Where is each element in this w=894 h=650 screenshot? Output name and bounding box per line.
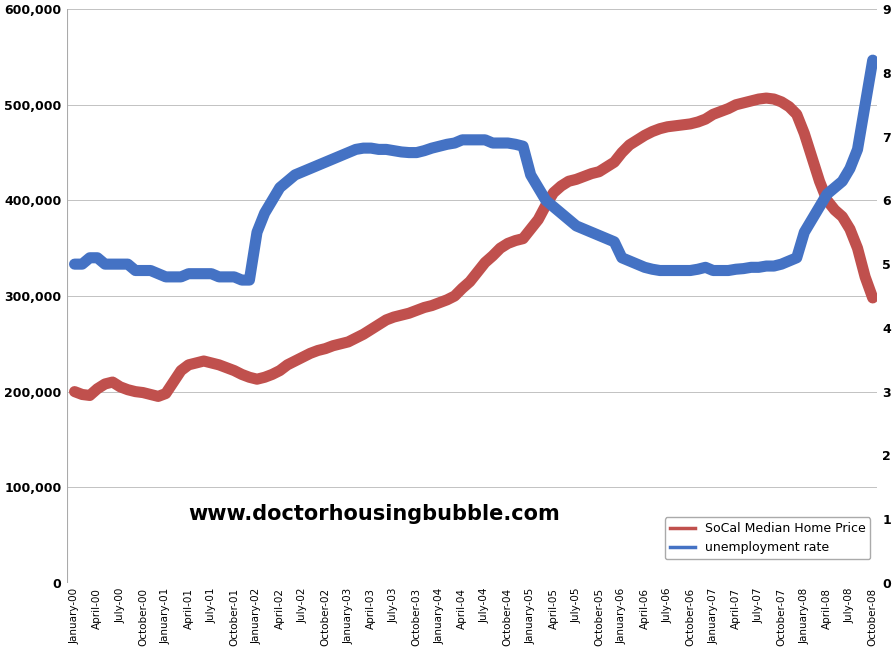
unemployment rate	[92, 254, 103, 262]
Legend: SoCal Median Home Price, unemployment rate: SoCal Median Home Price, unemployment ra…	[663, 517, 869, 560]
unemployment rate	[768, 262, 779, 270]
SoCal Median Home Price	[92, 385, 103, 393]
unemployment rate	[623, 257, 634, 265]
Text: www.doctorhousingbubble.com: www.doctorhousingbubble.com	[189, 504, 560, 524]
SoCal Median Home Price	[866, 294, 877, 302]
SoCal Median Home Price	[540, 202, 551, 209]
SoCal Median Home Price	[153, 393, 164, 400]
unemployment rate	[866, 57, 877, 64]
SoCal Median Home Price	[69, 387, 80, 395]
unemployment rate	[69, 260, 80, 268]
unemployment rate	[540, 196, 551, 204]
SoCal Median Home Price	[623, 141, 634, 149]
unemployment rate	[547, 203, 558, 211]
Line: unemployment rate: unemployment rate	[74, 60, 872, 280]
Line: SoCal Median Home Price: SoCal Median Home Price	[74, 98, 872, 396]
SoCal Median Home Price	[547, 189, 558, 197]
SoCal Median Home Price	[760, 94, 771, 102]
unemployment rate	[236, 276, 247, 284]
unemployment rate	[593, 231, 603, 239]
SoCal Median Home Price	[775, 98, 786, 106]
SoCal Median Home Price	[593, 168, 603, 176]
